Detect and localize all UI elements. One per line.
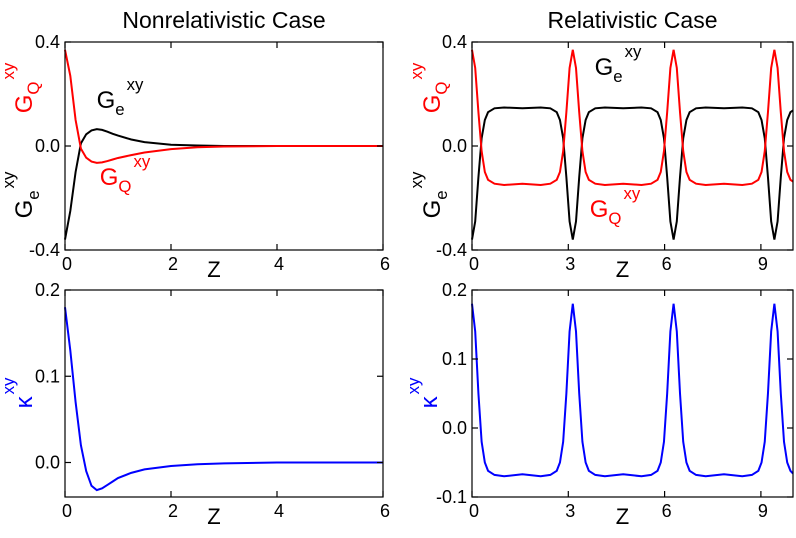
x-tick-label: 6 — [380, 254, 390, 274]
y-tick-label: 0.1 — [442, 349, 467, 369]
x-tick-label: 2 — [168, 254, 178, 274]
label-base: G — [97, 87, 116, 114]
x-tick-label: 6 — [380, 501, 390, 521]
y-tick-label: 0.0 — [442, 418, 467, 438]
x-tick-label: 0 — [469, 501, 479, 521]
y-tick-label: 0.0 — [35, 453, 60, 473]
y-tick-label: -0.1 — [436, 487, 467, 507]
rich-label: GQxy — [590, 184, 641, 228]
x-tick-label: 2 — [168, 501, 178, 521]
x-axis-label: Z — [616, 257, 629, 282]
label-superscript: xy — [623, 184, 640, 203]
label-superscript: xy — [127, 75, 144, 94]
x-tick-label: 6 — [662, 501, 672, 521]
label-superscript: xy — [0, 171, 18, 188]
label-base: G — [595, 54, 614, 81]
plot-frame — [64, 289, 384, 498]
x-tick-label: 0 — [469, 254, 479, 274]
y-tick-label: 0.4 — [442, 32, 467, 52]
rich-label: GQxy — [100, 152, 151, 196]
label-base: G — [11, 200, 38, 219]
label-base: G — [100, 164, 119, 191]
label-base: κ — [11, 395, 38, 408]
y-tick-label: -0.4 — [436, 240, 467, 260]
y-tick-label: 0.1 — [35, 366, 60, 386]
data-line — [471, 49, 794, 187]
label-subscript: Q — [118, 177, 131, 196]
label-superscript: xy — [133, 152, 150, 171]
plot-frame — [471, 289, 794, 498]
x-axis-label: Z — [616, 504, 629, 529]
rich-label: Gexy — [97, 75, 144, 119]
label-subscript: e — [432, 190, 451, 199]
label-base: G — [419, 200, 446, 219]
y-tick-label: 0.0 — [442, 136, 467, 156]
x-tick-label: 0 — [62, 501, 72, 521]
label-superscript: xy — [0, 377, 18, 394]
rich-label: Gexy — [407, 171, 451, 218]
label-superscript: xy — [407, 62, 426, 79]
x-tick-label: 9 — [758, 254, 768, 274]
x-tick-label: 6 — [662, 254, 672, 274]
x-tick-label: 3 — [565, 254, 575, 274]
rich-label: κxy — [0, 377, 38, 408]
label-subscript: e — [613, 67, 622, 86]
rich-label: Gexy — [0, 171, 43, 218]
label-subscript: Q — [432, 82, 451, 95]
label-superscript: xy — [625, 42, 642, 61]
x-tick-label: 0 — [62, 254, 72, 274]
y-tick-label: 0.2 — [442, 280, 467, 300]
plot-frame — [471, 41, 794, 251]
chart-title: Relativistic Case — [548, 7, 718, 33]
x-tick-label: 4 — [274, 254, 284, 274]
x-tick-label: 9 — [758, 501, 768, 521]
y-tick-label: 0.0 — [35, 136, 60, 156]
data-line — [64, 307, 383, 492]
label-base: G — [590, 196, 609, 223]
rich-label: Gexy — [595, 42, 642, 86]
label-base: κ — [416, 395, 443, 408]
label-base: G — [419, 95, 446, 114]
data-line — [64, 49, 383, 164]
label-subscript: Q — [24, 82, 43, 95]
x-tick-label: 4 — [274, 501, 284, 521]
label-superscript: xy — [0, 62, 18, 79]
rich-label: GQxy — [0, 62, 43, 113]
rich-label: κxy — [404, 377, 443, 408]
x-axis-label: Z — [207, 257, 220, 282]
label-subscript: Q — [608, 209, 621, 228]
chart-title: Nonrelativistic Case — [122, 7, 325, 33]
y-tick-label: 0.4 — [35, 32, 60, 52]
label-subscript: e — [24, 190, 43, 199]
data-line — [471, 303, 794, 478]
data-line — [471, 106, 794, 240]
x-axis-label: Z — [207, 504, 220, 529]
label-base: G — [11, 95, 38, 114]
label-subscript: e — [115, 100, 124, 119]
y-tick-label: -0.4 — [29, 240, 60, 260]
rich-label: GQxy — [407, 62, 451, 113]
label-superscript: xy — [404, 377, 423, 394]
y-tick-label: 0.2 — [35, 280, 60, 300]
label-superscript: xy — [407, 171, 426, 188]
x-tick-label: 3 — [565, 501, 575, 521]
